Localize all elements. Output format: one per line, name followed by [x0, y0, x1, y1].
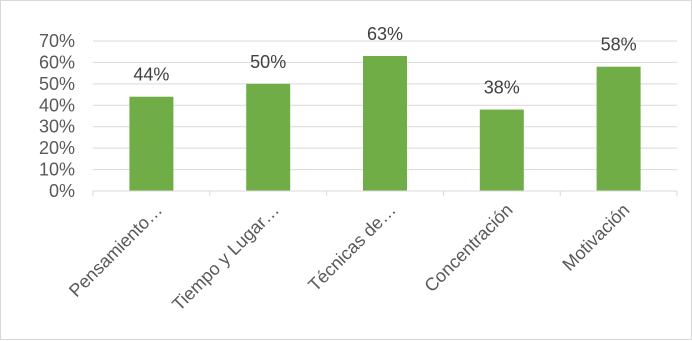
bar: [246, 83, 291, 191]
y-tick-label: 40%: [39, 95, 75, 115]
y-tick-label: 10%: [39, 160, 75, 180]
bar: [363, 56, 407, 191]
bars: [129, 56, 641, 191]
x-axis-categories: Pensamiento… Tiempo y Lugar… Técnicas de… C…: [65, 200, 633, 315]
bar: [129, 96, 174, 191]
category-label: Motivación: [558, 200, 633, 275]
bar: [596, 66, 641, 191]
y-tick-label: 30%: [39, 117, 75, 137]
data-label: 63%: [367, 24, 403, 44]
data-label: 44%: [133, 65, 169, 85]
category-label: Tiempo y Lugar…: [168, 200, 283, 315]
data-label: 50%: [250, 52, 286, 72]
bar: [479, 109, 524, 191]
y-tick-label: 0%: [49, 181, 75, 201]
data-labels: 44% 50% 63% 38% 58%: [133, 24, 636, 98]
category-label: Pensamiento…: [65, 200, 166, 301]
data-label: 58%: [601, 35, 637, 55]
x-axis: [92, 190, 678, 196]
category-label: Técnicas de…: [304, 200, 400, 296]
y-tick-label: 60%: [39, 52, 75, 72]
y-tick-label: 50%: [39, 74, 75, 94]
y-tick-label: 20%: [39, 138, 75, 158]
y-axis-ticks: 0%10%20%30%40%50%60%70%: [39, 31, 75, 201]
data-label: 38%: [484, 78, 520, 98]
category-label: Concentración: [420, 200, 516, 296]
y-tick-label: 70%: [39, 31, 75, 51]
